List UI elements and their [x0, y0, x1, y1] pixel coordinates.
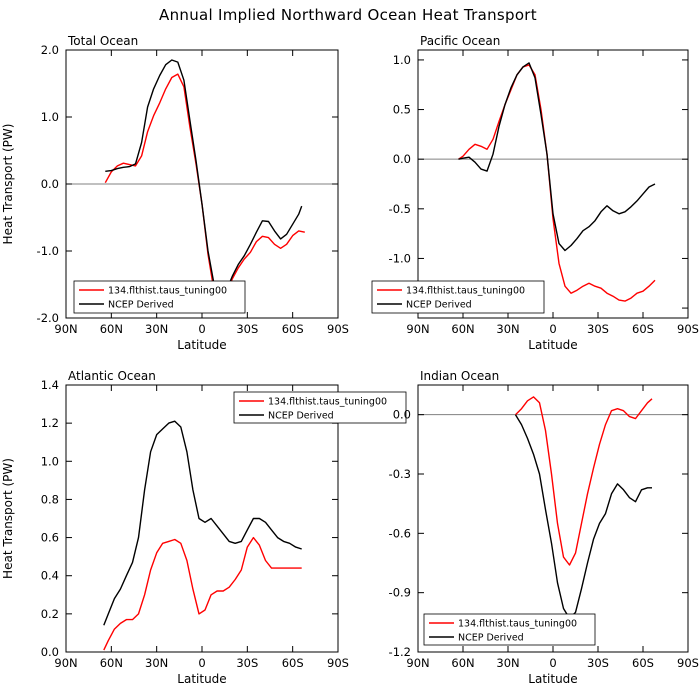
- legend-entry: NCEP Derived: [406, 300, 472, 311]
- panel-title: Pacific Ocean: [420, 34, 500, 48]
- legend-entry: 134.flthist.taus_tuning00: [108, 286, 227, 297]
- x-tick-label: 30N: [496, 322, 519, 336]
- x-tick-label: 30S: [236, 656, 258, 670]
- plot-frame: [417, 49, 689, 319]
- x-tick-label: 60N: [451, 322, 474, 336]
- legend: 134.flthist.taus_tuning00 NCEP Derived: [371, 280, 545, 314]
- y-tick-label: 0.0: [393, 152, 411, 166]
- y-tick-label: -1.2: [389, 645, 411, 659]
- plot-frame: [417, 384, 689, 653]
- panel-atlantic-ocean: 90N 60N 30N 0 30S 60S 90S 0.0 0.2 0.4 0.6 0.8 1.0 1.2…: [1, 369, 407, 686]
- x-tick-label: 90N: [406, 322, 429, 336]
- y-tick-label: -1.0: [37, 244, 59, 258]
- x-tick-label: 90N: [54, 656, 77, 670]
- ncep-series-line: [105, 59, 303, 299]
- panel-pacific-ocean: 90N60N30N030S60S90S-1.5-1.0-0.50.00.51.0…: [371, 34, 699, 352]
- x-tick-label: 30S: [587, 656, 609, 670]
- x-tick-label: 60S: [632, 656, 654, 670]
- x-tick-label: 60N: [451, 656, 474, 670]
- y-tick-label: 1.0: [41, 110, 59, 124]
- model-series-line: [515, 396, 653, 566]
- legend-entry: NCEP Derived: [458, 633, 524, 644]
- y-tick-label: -0.3: [389, 467, 411, 481]
- y-tick-label: 0.4: [41, 569, 59, 583]
- figure-title: Annual Implied Northward Ocean Heat Tran…: [159, 6, 537, 24]
- legend-box: [371, 280, 545, 314]
- legend-entry: 134.flthist.taus_tuning00: [406, 286, 525, 297]
- y-tick-label: 0.0: [41, 645, 59, 659]
- legend-entry: NCEP Derived: [268, 411, 334, 422]
- x-tick-label: 90S: [677, 656, 699, 670]
- y-tick-label: 1.2: [41, 416, 59, 430]
- panel-title: Indian Ocean: [420, 369, 499, 383]
- ncep-series-line: [458, 62, 656, 252]
- legend: 134.flthist.taus_tuning00 NCEP Derived: [73, 280, 246, 314]
- x-axis-title: Latitude: [177, 338, 226, 352]
- x-tick-label: 30S: [236, 322, 258, 336]
- x-axis-title: Latitude: [528, 672, 577, 686]
- x-tick-label: 30N: [145, 322, 168, 336]
- legend: 134.flthist.taus_tuning00 NCEP Derived: [233, 391, 407, 424]
- y-tick-label: 0.5: [393, 103, 411, 117]
- y-tick-label: 1.4: [41, 378, 59, 392]
- x-tick-label: 60N: [100, 322, 123, 336]
- ncep-series-line: [103, 420, 302, 626]
- x-tick-label: 0: [198, 656, 205, 670]
- x-tick-label: 30N: [496, 656, 519, 670]
- x-axis-title: Latitude: [528, 338, 577, 352]
- x-tick-label: 90S: [327, 656, 349, 670]
- x-tick-label: 90N: [54, 322, 77, 336]
- x-tick-label: 90S: [327, 322, 349, 336]
- x-tick-label: 0: [549, 656, 556, 670]
- x-tick-label: 30S: [587, 322, 609, 336]
- x-tick-label: 60N: [100, 656, 123, 670]
- x-tick-label: 60S: [632, 322, 654, 336]
- y-tick-label: 0.0: [393, 408, 411, 422]
- model-series-line: [104, 73, 305, 304]
- x-tick-label: 60S: [282, 322, 304, 336]
- panel-title: Total Ocean: [67, 34, 138, 48]
- panel-indian-ocean: 90N 60N 30N 0 30S 60S 90S -1.2 -0.9 -0.6 -0.3 0.0 In…: [389, 369, 699, 686]
- y-tick-label: 2.0: [41, 43, 59, 57]
- y-tick-label: 0.6: [41, 531, 59, 545]
- panel-total-ocean: 90N 60N 30N 0 30S 60S 90S -2.0 -1.0 0.0 1.0 2.0 Tota…: [1, 34, 349, 352]
- y-tick-label: 1.0: [393, 53, 411, 67]
- y-tick-label: 1.0: [41, 454, 59, 468]
- model-series-line: [103, 536, 302, 651]
- x-tick-label: 0: [198, 322, 205, 336]
- legend-entry: 134.flthist.taus_tuning00: [458, 619, 577, 630]
- y-axis-title: Heat Transport (PW): [1, 458, 15, 579]
- x-tick-label: 0: [549, 322, 556, 336]
- y-tick-label: 0.0: [41, 177, 59, 191]
- y-tick-label: -0.5: [389, 202, 411, 216]
- y-axis-title: Heat Transport (PW): [1, 124, 15, 245]
- ncep-series-line: [514, 414, 652, 620]
- legend: 134.flthist.taus_tuning00 NCEP Derived: [423, 613, 596, 646]
- legend-box: [233, 391, 407, 424]
- y-tick-label: -1.0: [389, 251, 411, 265]
- x-tick-label: 90S: [677, 322, 699, 336]
- model-series-line: [458, 64, 656, 302]
- x-tick-label: 30N: [145, 656, 168, 670]
- panel-title: Atlantic Ocean: [68, 369, 156, 383]
- y-tick-label: 0.2: [41, 607, 59, 621]
- y-tick-label: 0.8: [41, 492, 59, 506]
- legend-box: [423, 613, 596, 646]
- x-axis-title: Latitude: [177, 672, 226, 686]
- x-tick-label: 60S: [282, 656, 304, 670]
- legend-entry: 134.flthist.taus_tuning00: [268, 397, 387, 408]
- legend-entry: NCEP Derived: [108, 300, 174, 311]
- x-tick-label: 90N: [406, 656, 429, 670]
- y-tick-label: -0.9: [389, 586, 411, 600]
- y-tick-label: -2.0: [37, 311, 59, 325]
- legend-box: [73, 280, 246, 314]
- y-tick-label: -0.6: [389, 526, 411, 540]
